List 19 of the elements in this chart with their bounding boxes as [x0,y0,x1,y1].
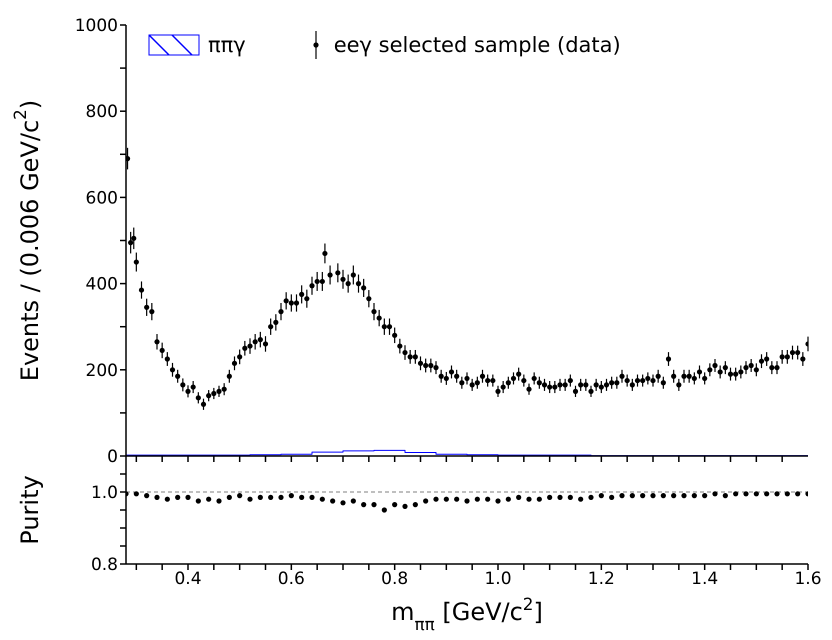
x-tick-label: 1.6 [794,569,822,590]
x-tick-label: 1.2 [588,569,615,590]
y-tick-label: 400 [86,274,118,295]
legend-label: ππγ [208,33,246,57]
y-tick-label: 800 [86,102,118,122]
y-tick-label: 1000 [74,16,118,36]
y-tick-label: 0.8 [90,555,118,576]
y-axis-title: Purity [16,475,44,545]
x-tick-label: 0.6 [278,569,305,590]
y-tick-label: 1.0 [90,483,118,504]
x-tick-label: 1.0 [484,569,512,590]
x-tick-label: 0.4 [174,569,202,590]
legend-label: eeγ selected sample (data) [334,33,621,57]
x-axis-title: m$_{ππ}$ [GeV/c$^{2}$] [391,594,543,634]
y-tick-label: 600 [86,188,118,208]
y-tick-label: 0 [107,447,118,468]
y-tick-label: 200 [86,360,118,381]
x-tick-label: 0.8 [381,569,408,590]
x-tick-label: 1.4 [691,569,718,590]
